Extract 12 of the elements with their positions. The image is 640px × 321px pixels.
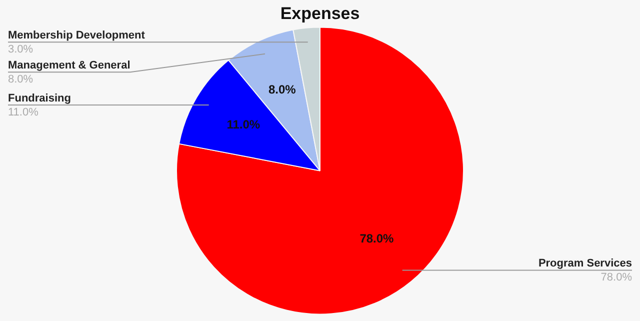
data-label: 11.0% (226, 118, 260, 132)
slice-label: Fundraising (8, 92, 71, 104)
text: 8.0% (8, 74, 34, 86)
data-label: 3.0% (8, 44, 34, 56)
data-label: 8.0% (268, 82, 296, 97)
chart-title: Expenses (280, 4, 360, 23)
text: 78.0% (600, 272, 632, 284)
data-label: 78.0% (360, 232, 394, 246)
slice-label: Membership Development (8, 30, 146, 42)
text: 11.0% (8, 106, 38, 118)
slice-label: Management & General (8, 60, 130, 72)
slice-label: Program Services (538, 258, 632, 270)
